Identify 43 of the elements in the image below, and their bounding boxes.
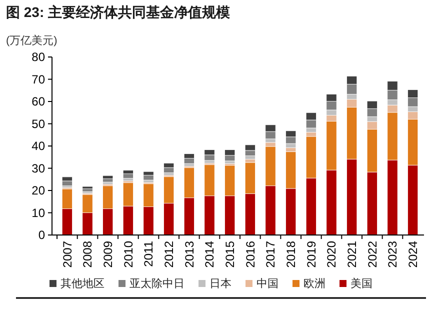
x-tick-label: 2009 bbox=[101, 240, 116, 268]
y-tick-label: 60 bbox=[32, 94, 46, 109]
x-tick-label: 2018 bbox=[284, 240, 298, 268]
y-tick-label: 10 bbox=[32, 206, 46, 220]
y-axis-title: (万亿美元) bbox=[6, 34, 58, 47]
bar bbox=[143, 174, 154, 180]
legend-label: 欧洲 bbox=[304, 277, 326, 290]
y-tick-label: 20 bbox=[32, 184, 46, 198]
bar bbox=[122, 170, 134, 174]
bar bbox=[102, 178, 114, 182]
bar bbox=[82, 188, 93, 192]
y-tick-label: 30 bbox=[32, 161, 46, 176]
y-tick-label: 40 bbox=[32, 139, 46, 154]
legend-label: 亚太除中日 bbox=[130, 277, 184, 290]
x-tick-label: 2017 bbox=[264, 240, 278, 268]
x-tick-label: 2019 bbox=[304, 240, 318, 268]
legend-label: 日本 bbox=[210, 277, 232, 290]
x-tick-label: 2020 bbox=[324, 240, 339, 268]
x-tick-label: 2010 bbox=[121, 240, 136, 268]
legend-label: 美国 bbox=[350, 277, 372, 290]
x-tick-label: 2023 bbox=[386, 240, 400, 268]
legend-label: 其他地区 bbox=[60, 277, 104, 290]
y-tick-label: 0 bbox=[38, 228, 46, 242]
x-tick-label: 2012 bbox=[162, 240, 176, 268]
x-tick-label: 2008 bbox=[80, 240, 95, 268]
y-tick-label: 50 bbox=[32, 116, 46, 131]
bar bbox=[164, 167, 174, 173]
x-tick-label: 2021 bbox=[345, 240, 360, 268]
chart-title: 图 23: 主要经济体共同基金净值规模 bbox=[6, 4, 232, 20]
x-tick-label: 2015 bbox=[223, 240, 238, 268]
x-tick-label: 2014 bbox=[202, 240, 217, 268]
bar bbox=[102, 175, 114, 179]
bar bbox=[122, 174, 134, 178]
x-tick-label: 2007 bbox=[60, 240, 74, 268]
x-tick-label: 2016 bbox=[243, 240, 258, 268]
y-tick-label: 80 bbox=[32, 50, 46, 64]
x-tick-label: 2013 bbox=[182, 240, 196, 268]
x-tick-label: 2011 bbox=[142, 240, 156, 267]
x-tick-label: 2022 bbox=[365, 240, 380, 268]
bar bbox=[82, 186, 93, 189]
x-tick-label: 2024 bbox=[406, 240, 420, 268]
legend-label: 中国 bbox=[256, 277, 278, 290]
y-tick-label: 70 bbox=[32, 72, 46, 86]
